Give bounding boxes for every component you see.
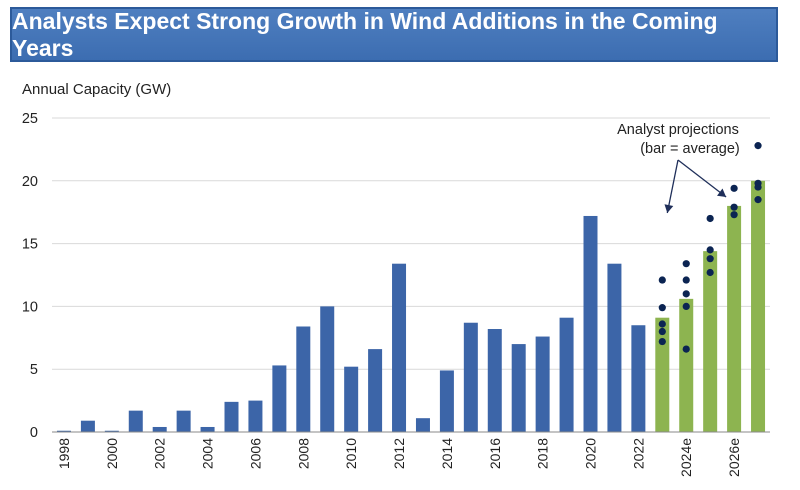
projection-dot-2024e-1 — [682, 276, 690, 284]
annotation-line-1: Analyst projections — [617, 122, 739, 138]
bar-2004 — [200, 426, 215, 432]
x-tick-label-2000: 2000 — [104, 438, 120, 469]
bar-2010 — [344, 366, 359, 432]
projection-dot-2025e-3 — [706, 268, 714, 277]
bar-2009 — [320, 306, 335, 432]
bar-2007 — [272, 365, 287, 432]
bar-2021 — [607, 263, 622, 432]
projection-dot-2023e-1 — [658, 304, 666, 312]
projection-dot-2025e-0 — [706, 214, 714, 223]
x-tick-label-2004: 2004 — [200, 438, 216, 469]
projection-dots — [658, 142, 762, 353]
projection-dot-2024e-3 — [682, 302, 690, 310]
bar-2022 — [631, 325, 646, 432]
gridlines — [52, 117, 770, 370]
bars — [56, 180, 766, 432]
bar-2012 — [392, 263, 407, 432]
y-tick-label-0: 0 — [30, 425, 38, 441]
bar-2017 — [511, 344, 526, 432]
bar-2002 — [152, 426, 167, 432]
projection-dot-2024e-0 — [682, 260, 690, 268]
annotation-line-2: (bar = average) — [640, 141, 740, 157]
x-tick-label-2022: 2022 — [630, 438, 646, 469]
projection-dot-2027e-0 — [754, 142, 762, 150]
x-tick-label-2024e: 2024e — [678, 438, 694, 477]
x-tick-label-1998: 1998 — [56, 438, 72, 469]
y-axis-label: Annual Capacity (GW) — [22, 81, 171, 98]
x-tick-label-2010: 2010 — [343, 438, 359, 469]
bar-2005 — [224, 401, 239, 432]
projection-dot-2025e-2 — [706, 255, 714, 263]
x-tick-label-2018: 2018 — [535, 438, 551, 469]
x-tick-label-2012: 2012 — [391, 438, 407, 469]
x-tick-label-2006: 2006 — [247, 438, 263, 469]
projection-dot-2024e-4 — [682, 345, 690, 353]
annotation-arrow-line-1 — [677, 159, 727, 198]
axes: 0 5 10 15 20 25 1998 2000 2002 2004 2006 2008 2010 20… — [22, 111, 770, 477]
bar-2006 — [248, 400, 263, 432]
bar-1999 — [80, 420, 95, 432]
x-tick-label-2020: 2020 — [583, 438, 599, 469]
bar-2011 — [368, 349, 383, 432]
annotation-arrow-line-0 — [666, 159, 679, 214]
bar-2000 — [104, 430, 119, 432]
projection-dot-2026e-0 — [730, 184, 738, 192]
bar-2020 — [583, 215, 598, 432]
projection-dot-2023e-2 — [658, 320, 666, 328]
bar-2023e — [655, 317, 670, 432]
x-tick-label-2026e: 2026e — [726, 438, 742, 477]
bar-2019 — [559, 317, 574, 432]
projection-dot-2026e-2 — [730, 211, 738, 219]
x-tick-label-2008: 2008 — [295, 438, 311, 469]
y-tick-label-25: 25 — [22, 111, 38, 127]
projection-dot-2023e-0 — [658, 276, 666, 284]
projection-dot-2023e-3 — [658, 327, 666, 336]
y-tick-label-5: 5 — [30, 362, 38, 378]
bar-2016 — [487, 329, 502, 432]
x-tick-label-2016: 2016 — [487, 438, 503, 469]
annotation-arrow-head-1 — [717, 188, 727, 197]
annotation: Analyst projections (bar = average) — [617, 122, 740, 214]
y-tick-label-20: 20 — [22, 174, 38, 190]
projection-dot-2023e-4 — [658, 337, 666, 346]
y-tick-label-15: 15 — [22, 237, 38, 253]
bar-1998 — [56, 430, 71, 432]
x-tick-label-2014: 2014 — [439, 438, 455, 469]
bar-2003 — [176, 410, 191, 432]
bar-2014 — [439, 370, 454, 432]
projection-dot-2027e-2 — [754, 183, 762, 191]
x-tick-label-2002: 2002 — [152, 438, 168, 469]
y-tick-label-10: 10 — [22, 299, 38, 315]
bar-2027e — [751, 180, 766, 432]
bar-2015 — [463, 322, 478, 432]
bar-2001 — [128, 410, 143, 432]
bar-2018 — [535, 336, 550, 432]
bar-2024e — [679, 298, 694, 432]
chart-title: Analysts Expect Strong Growth in Wind Ad… — [10, 7, 778, 62]
bar-2025e — [703, 251, 718, 432]
bar-2013 — [415, 418, 430, 432]
bar-2026e — [727, 205, 742, 432]
bar-2008 — [296, 326, 311, 432]
projection-dot-2024e-2 — [682, 290, 690, 298]
projection-dot-2026e-1 — [730, 203, 738, 211]
projection-dot-2025e-1 — [706, 246, 714, 254]
projection-dot-2027e-3 — [754, 196, 762, 204]
annotation-arrow-head-0 — [664, 204, 674, 213]
